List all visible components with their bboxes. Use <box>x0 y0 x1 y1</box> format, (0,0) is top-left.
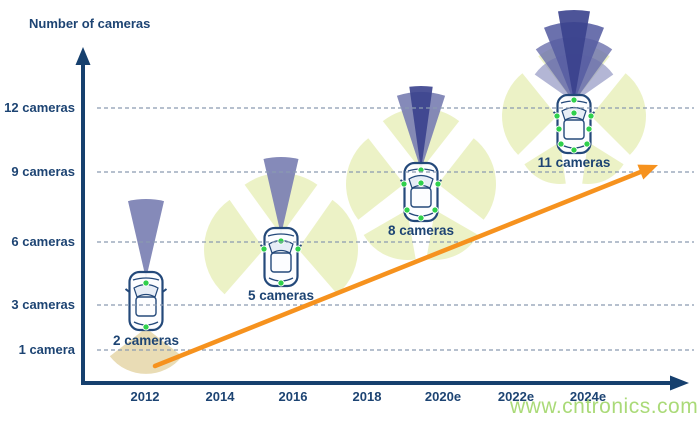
car-count-label-5: 5 cameras <box>247 288 315 303</box>
x-tick-label-2022e: 2022e <box>497 389 535 404</box>
camera-cone <box>298 199 358 295</box>
camera-cone <box>363 210 416 260</box>
x-axis-arrowhead-icon <box>670 375 689 391</box>
camera-cone <box>128 199 164 279</box>
camera-dot <box>553 112 561 120</box>
camera-cone <box>204 199 264 295</box>
y-axis-arrowhead-icon <box>75 47 91 65</box>
car-5-cameras <box>204 157 358 295</box>
camera-dot <box>570 96 578 104</box>
camera-dot <box>583 140 591 148</box>
camera-dot <box>417 214 425 222</box>
y-tick-label-12: 12 cameras <box>4 100 75 115</box>
y-axis-title: Number of cameras <box>29 16 151 31</box>
x-tick-label-2024e: 2024e <box>569 389 607 404</box>
camera-dot <box>557 140 565 148</box>
car-icon <box>552 93 596 155</box>
camera-dot <box>294 245 302 253</box>
camera-dot <box>142 279 150 287</box>
camera-dot <box>403 206 411 214</box>
car-11-cameras <box>502 9 646 185</box>
trend-arrow-head-icon <box>637 164 658 180</box>
car-8-cameras <box>346 85 496 260</box>
camera-dot <box>555 125 563 133</box>
camera-dot <box>585 125 593 133</box>
x-tick-label-2018: 2018 <box>352 389 382 404</box>
camera-cone <box>438 138 496 220</box>
y-tick-label-1: 1 camera <box>18 342 75 357</box>
camera-dot <box>260 245 268 253</box>
camera-dot <box>434 180 442 188</box>
trend-arrow-line <box>152 167 648 369</box>
y-tick-label-6: 6 cameras <box>11 234 75 249</box>
camera-cone <box>558 9 590 102</box>
camera-cone <box>502 73 557 155</box>
camera-dot <box>587 112 595 120</box>
camera-cone <box>591 73 646 155</box>
x-tick-label-2012: 2012 <box>130 389 160 404</box>
camera-cone <box>346 138 404 220</box>
car-count-label-8: 8 cameras <box>387 223 455 238</box>
car-count-label-11: 11 cameras <box>537 155 611 170</box>
camera-cone <box>524 142 566 185</box>
watermark: www.cntronics.com <box>510 395 698 418</box>
camera-dot <box>277 237 285 245</box>
car-count-label-2: 2 cameras <box>112 333 180 348</box>
camera-dot <box>570 146 578 154</box>
car-icon <box>399 161 443 223</box>
y-tick-label-3: 3 cameras <box>11 297 75 312</box>
camera-dot <box>277 279 285 287</box>
camera-dot <box>142 323 150 331</box>
camera-dot <box>417 179 425 187</box>
camera-dot <box>431 206 439 214</box>
x-tick-label-2016: 2016 <box>278 389 308 404</box>
camera-cone <box>263 157 299 235</box>
x-tick-label-2014: 2014 <box>205 389 235 404</box>
x-tick-label-2020e: 2020e <box>424 389 462 404</box>
y-tick-label-9: 9 cameras <box>11 164 75 179</box>
camera-dot <box>570 109 578 117</box>
camera-cone <box>426 210 479 260</box>
car-icon <box>259 226 303 288</box>
camera-cone <box>409 85 433 170</box>
car-icon <box>124 270 168 332</box>
camera-cone <box>582 142 624 185</box>
camera-dot <box>400 180 408 188</box>
